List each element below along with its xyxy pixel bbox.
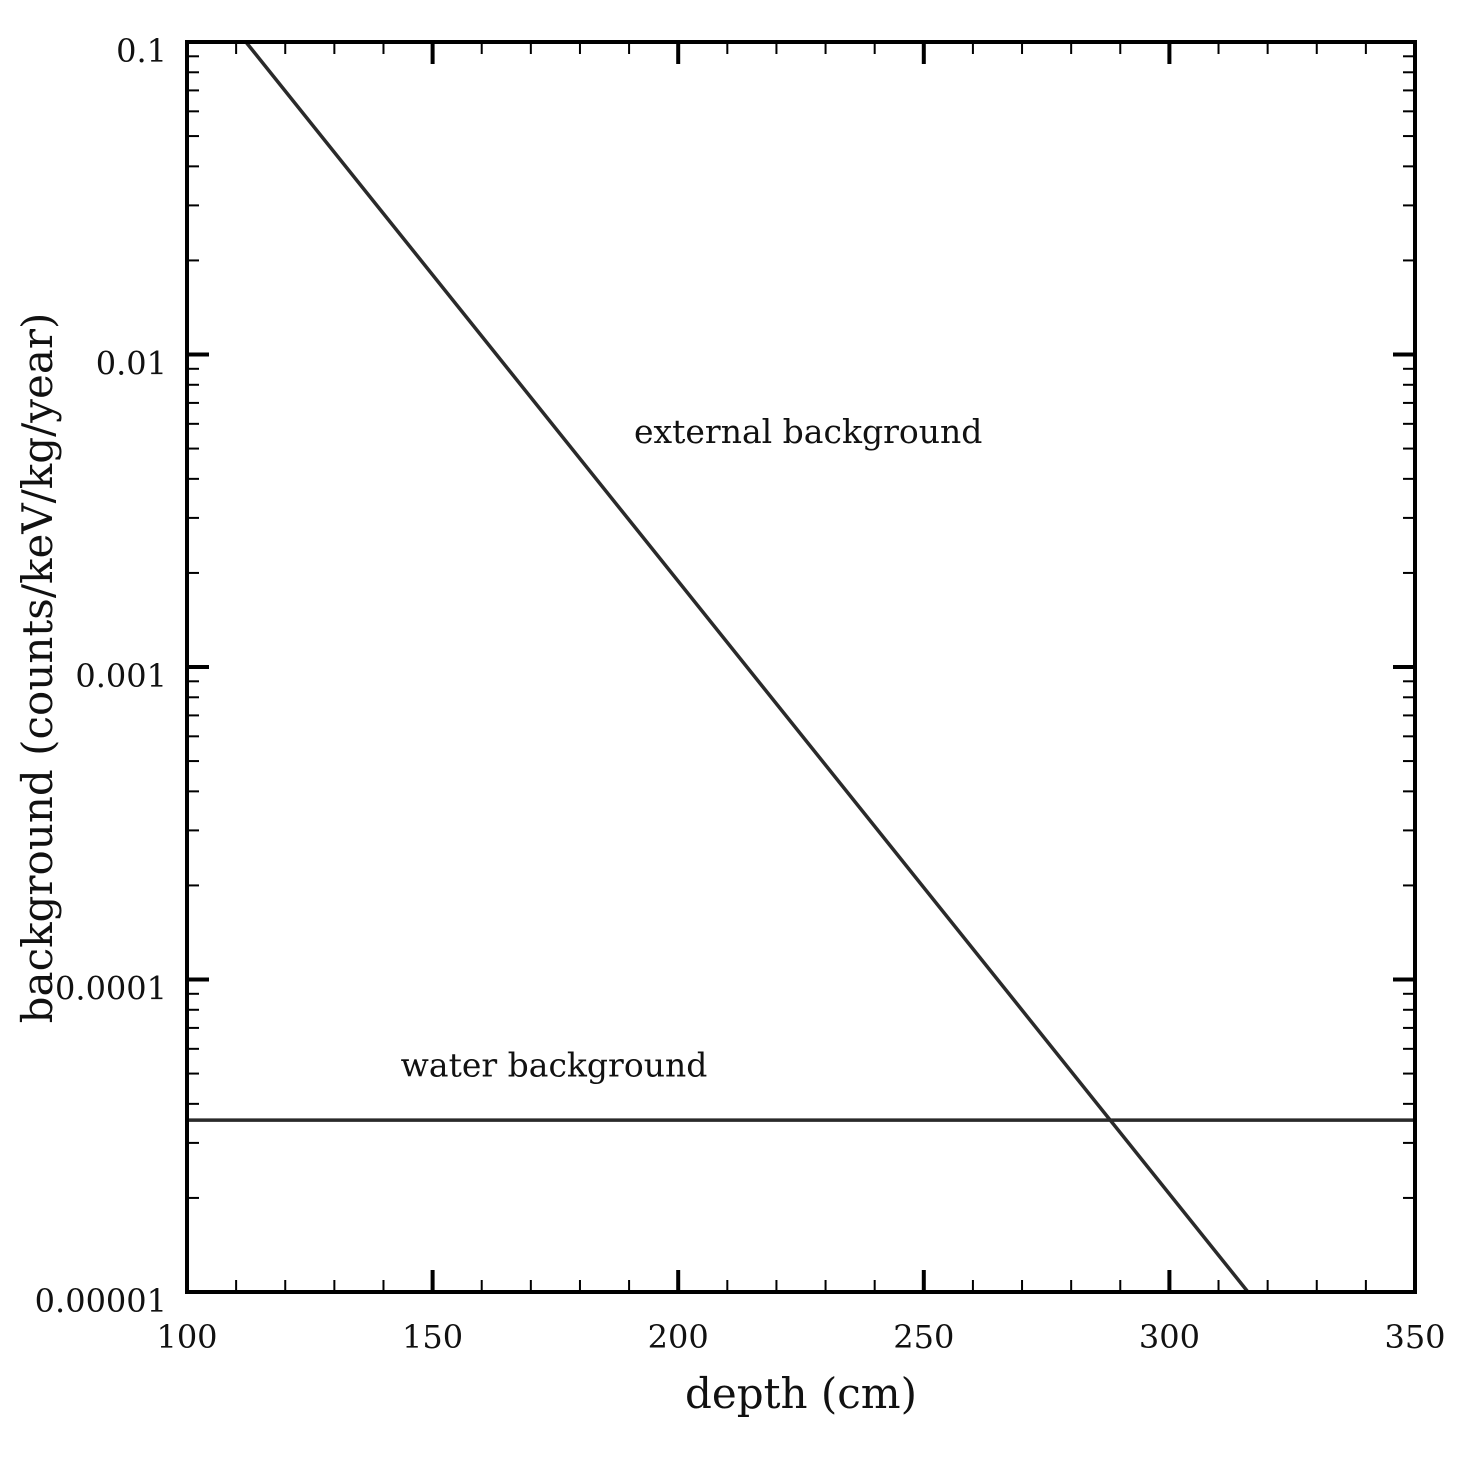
x-tick-label: 250: [893, 1318, 954, 1356]
y-tick-label: 0.001: [75, 657, 167, 695]
y-tick-labels: 0.00001 0.0001 0.001 0.01 0.1: [35, 32, 167, 1320]
x-tick-label: 150: [402, 1318, 463, 1356]
annotation-label: water background: [401, 1045, 708, 1084]
series-line-external-background: [244, 40, 1250, 1294]
annotations: external background water background: [401, 412, 983, 1084]
major-ticks: [187, 42, 1415, 1292]
x-tick-label: 200: [648, 1318, 709, 1356]
x-tick-label: 350: [1384, 1318, 1445, 1356]
x-axis-label: depth (cm): [685, 1369, 917, 1418]
y-tick-label: 0.0001: [55, 970, 167, 1008]
x-tick-label: 300: [1139, 1318, 1200, 1356]
annotation-label: external background: [634, 412, 982, 451]
y-axis-label: background (counts/keV/kg/year): [13, 313, 62, 1024]
series-group: [187, 40, 1415, 1294]
x-tick-labels: 100 150 200 250 300 350: [156, 1318, 1445, 1356]
plot-frame: [185, 40, 1417, 1294]
minor-ticks: [187, 42, 1415, 1292]
y-tick-label: 0.1: [116, 32, 167, 70]
y-tick-label: 0.01: [96, 345, 167, 383]
y-tick-label: 0.00001: [35, 1282, 167, 1320]
x-tick-label: 100: [156, 1318, 217, 1356]
